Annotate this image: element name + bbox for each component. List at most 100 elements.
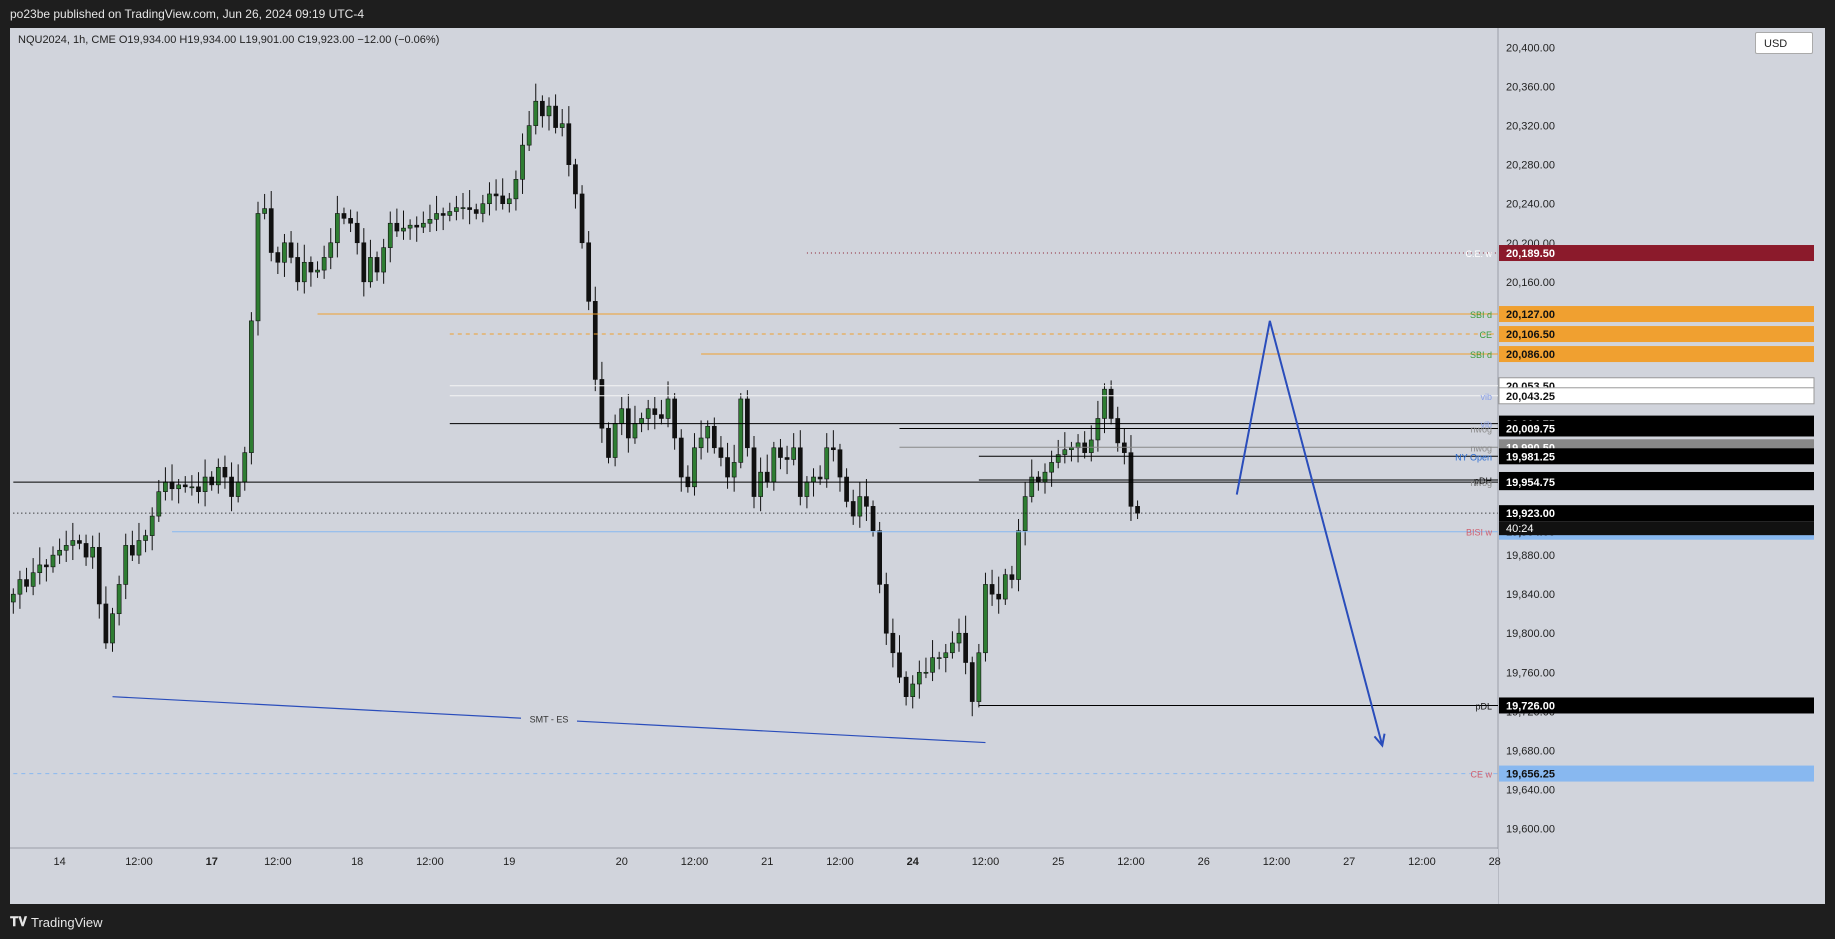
y-tick-label: 20,400.00 xyxy=(1506,43,1555,55)
level-price-tag xyxy=(1499,474,1814,491)
x-tick-label: 19 xyxy=(503,856,515,868)
candle-up xyxy=(454,207,459,212)
candle-up xyxy=(70,540,76,546)
candle-up xyxy=(506,198,512,205)
candle-up xyxy=(698,437,704,449)
candle-up xyxy=(533,100,539,126)
candle-up xyxy=(215,466,221,486)
candle-up xyxy=(824,447,830,480)
candle-up xyxy=(1062,449,1068,455)
candle-down xyxy=(877,530,883,585)
candle-up xyxy=(301,261,307,283)
level-price-tag-text: 20,009.75 xyxy=(1506,423,1555,435)
candle-up xyxy=(923,671,929,674)
level-label: vib xyxy=(1480,392,1492,402)
candle-up xyxy=(420,222,426,228)
candle-up xyxy=(407,224,413,229)
candle-down xyxy=(268,208,274,253)
y-tick-label: 20,240.00 xyxy=(1506,199,1555,211)
currency-selector[interactable]: USD xyxy=(1755,32,1813,54)
candle-up xyxy=(771,447,777,483)
candle-down xyxy=(778,447,783,458)
level-price-tag xyxy=(1498,387,1815,405)
candle-down xyxy=(963,632,968,663)
level-label: nwog xyxy=(1470,478,1492,488)
candle-down xyxy=(493,193,499,197)
candle-up xyxy=(401,227,406,232)
level-price-tag xyxy=(1499,697,1814,714)
x-tick-label: 18 xyxy=(351,856,363,868)
candle-up xyxy=(368,257,373,283)
level-price-tag xyxy=(1499,245,1814,262)
price-axis[interactable] xyxy=(1498,28,1825,904)
level-price-tag-text: 19,726.00 xyxy=(1506,700,1555,712)
level-label: nwog xyxy=(1470,443,1492,453)
candle-up xyxy=(976,652,982,702)
level-label: pDL xyxy=(1475,701,1492,711)
candle-up xyxy=(480,203,486,214)
candle-down xyxy=(553,105,558,128)
candle-down xyxy=(467,207,472,210)
candle-up xyxy=(619,408,625,424)
candle-down xyxy=(500,195,506,205)
level-label: SBI d xyxy=(1470,350,1492,360)
candle-up xyxy=(176,484,181,490)
candle-up xyxy=(123,545,129,585)
candle-down xyxy=(374,257,380,273)
candle-up xyxy=(427,219,433,224)
candle-down xyxy=(308,261,314,273)
candle-down xyxy=(129,545,135,556)
candle-up xyxy=(255,213,261,322)
countdown-tag xyxy=(1499,521,1814,536)
candle-up xyxy=(738,398,744,463)
candle-down xyxy=(599,379,605,429)
level-label: C.E. w xyxy=(1465,249,1492,259)
candle-down xyxy=(606,427,611,458)
candle-up xyxy=(110,613,115,644)
y-tick-label: 19,640.00 xyxy=(1506,784,1555,796)
x-tick-label: 27 xyxy=(1343,856,1355,868)
ohlc-legend: NQU2024, 1h, CME O19,934.00 H19,934.00 L… xyxy=(18,34,440,46)
candle-up xyxy=(665,398,671,419)
candle-down xyxy=(295,257,301,283)
chart-area[interactable]: 19,600.0019,640.0019,680.0019,720.0019,7… xyxy=(10,28,1825,904)
x-tick-label: 14 xyxy=(53,856,65,868)
x-tick-label: 12:00 xyxy=(681,856,709,868)
candle-up xyxy=(235,481,241,497)
candle-up xyxy=(936,657,942,659)
candle-up xyxy=(731,462,737,478)
candle-down xyxy=(354,222,360,244)
candle-down xyxy=(83,543,89,558)
candle-down xyxy=(718,447,724,458)
candle-down xyxy=(473,209,479,214)
x-tick-label: 21 xyxy=(761,856,773,868)
candle-up xyxy=(262,208,267,214)
candle-up xyxy=(1002,574,1008,600)
candle-up xyxy=(149,515,155,536)
tradingview-logo[interactable]: 𝐓𝐕 TradingView xyxy=(10,914,103,930)
level-label: CE xyxy=(1479,330,1492,340)
candle-up xyxy=(282,242,287,263)
candle-down xyxy=(711,425,717,449)
candle-down xyxy=(897,652,902,678)
candle-down xyxy=(1108,388,1114,419)
candle-down xyxy=(414,224,420,228)
candle-down xyxy=(341,213,347,219)
candle-up xyxy=(1102,388,1107,419)
price-chart[interactable]: 19,600.0019,640.0019,680.0019,720.0019,7… xyxy=(10,28,1825,904)
candle-down xyxy=(751,447,757,497)
candle-up xyxy=(434,213,439,220)
time-axis[interactable] xyxy=(10,849,1498,904)
projection-arrow-path[interactable] xyxy=(1235,320,1384,746)
candle-up xyxy=(90,547,96,558)
candle-down xyxy=(209,476,215,486)
candle-up xyxy=(17,579,23,595)
level-label: SBI d xyxy=(1470,310,1492,320)
candle-up xyxy=(487,193,492,205)
candle-up xyxy=(136,540,142,556)
candle-down xyxy=(870,506,876,532)
candle-down xyxy=(540,100,545,117)
candle-up xyxy=(791,447,797,460)
footer-bar: 𝐓𝐕 TradingView xyxy=(0,904,1835,939)
candle-down xyxy=(394,222,400,232)
